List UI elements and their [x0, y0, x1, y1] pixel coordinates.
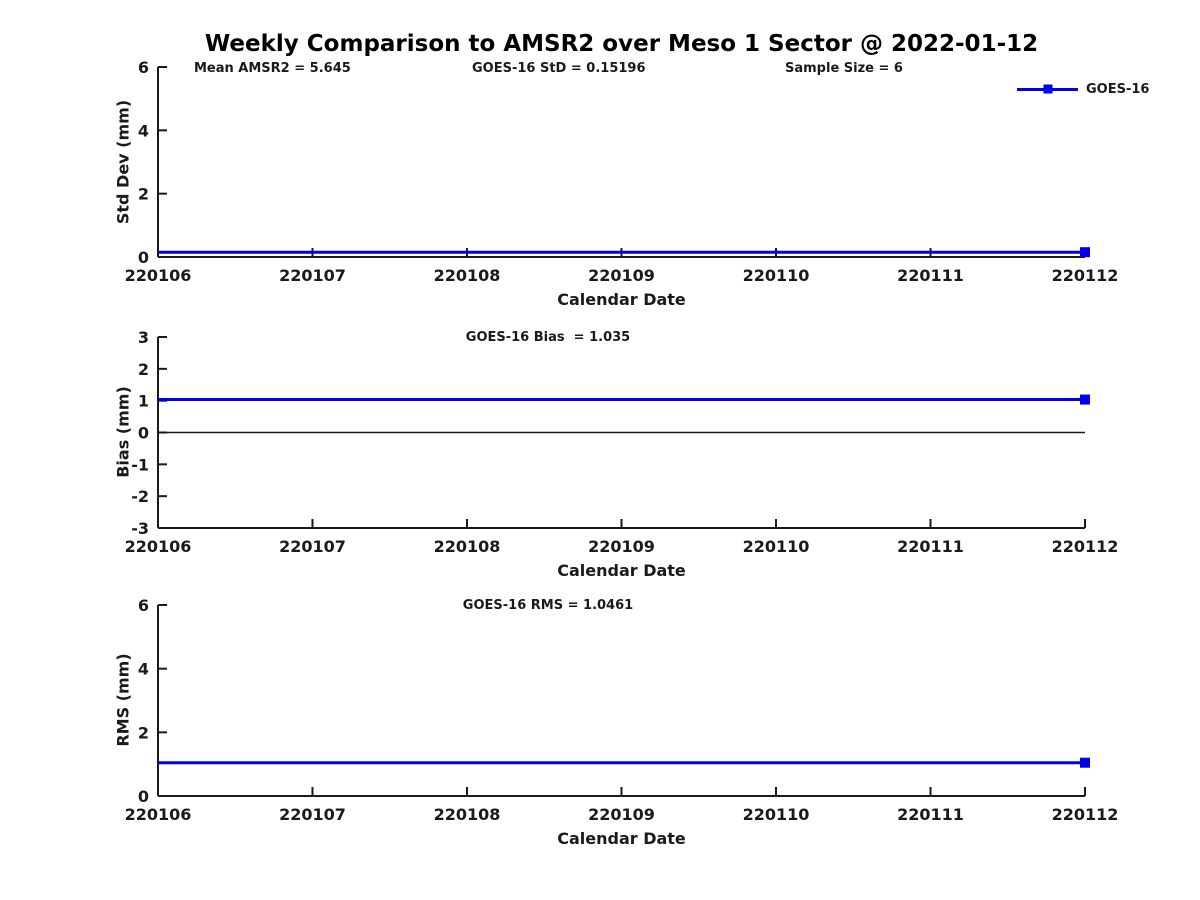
y-tick-label: 3 — [138, 328, 149, 347]
legend-square-marker — [1043, 84, 1052, 94]
y-tick-label: -1 — [131, 455, 149, 474]
data-marker-goes-16 — [1080, 394, 1090, 405]
x-tick-label: 220111 — [897, 266, 964, 285]
x-tick-label: 220111 — [897, 805, 964, 824]
annotation-mean-amsr2: Mean AMSR2 = 5.645 — [194, 61, 351, 76]
x-tick-label: 220109 — [588, 537, 655, 556]
y-tick-label: 1 — [138, 392, 149, 411]
xlabel: Calendar Date — [557, 829, 686, 848]
ylabel-std-dev: Std Dev (mm) — [113, 99, 133, 225]
x-tick-label: 220106 — [125, 537, 192, 556]
xlabel: Calendar Date — [557, 290, 686, 309]
y-tick-label: 0 — [138, 787, 149, 806]
x-tick-label: 220107 — [279, 537, 346, 556]
x-tick-label: 220107 — [279, 266, 346, 285]
figure-title: Weekly Comparison to AMSR2 over Meso 1 S… — [204, 31, 1039, 57]
data-marker-goes-16 — [1080, 757, 1090, 768]
y-tick-label: 2 — [138, 723, 149, 742]
x-tick-label: 220109 — [588, 266, 655, 285]
x-tick-label: 220110 — [743, 805, 810, 824]
legend: GOES-16 — [1017, 80, 1149, 98]
bias-subplot-title: GOES-16 Bias = 1.035 — [465, 330, 631, 345]
ylabel-rms: RMS (mm) — [113, 653, 133, 747]
x-tick-label: 220108 — [434, 537, 501, 556]
annotation-goes16-std: GOES-16 StD = 0.15196 — [472, 61, 646, 76]
data-marker-goes-16 — [1080, 247, 1090, 258]
y-tick-label: 6 — [138, 596, 149, 615]
y-tick-label: 0 — [138, 424, 149, 443]
y-tick-label: -3 — [131, 519, 149, 538]
y-tick-label: 4 — [138, 660, 149, 679]
x-tick-label: 220110 — [743, 537, 810, 556]
x-tick-label: 220106 — [125, 805, 192, 824]
legend-line-sample — [1017, 84, 1078, 94]
x-tick-label: 220110 — [743, 266, 810, 285]
y-tick-label: 6 — [138, 58, 149, 77]
legend-label: GOES-16 — [1086, 81, 1150, 97]
x-tick-label: 220108 — [434, 266, 501, 285]
annotation-sample-size: Sample Size = 6 — [785, 61, 903, 76]
x-tick-label: 220106 — [125, 266, 192, 285]
y-tick-label: 2 — [138, 360, 149, 379]
x-tick-label: 220111 — [897, 537, 964, 556]
y-tick-label: 4 — [138, 121, 149, 140]
x-tick-label: 220108 — [434, 805, 501, 824]
x-tick-label: 220112 — [1052, 266, 1119, 285]
x-tick-label: 220107 — [279, 805, 346, 824]
y-tick-label: 0 — [138, 248, 149, 267]
y-tick-label: 2 — [138, 185, 149, 204]
rms-subplot-title: GOES-16 RMS = 1.0461 — [462, 598, 634, 613]
ylabel-bias: Bias (mm) — [113, 386, 133, 478]
xlabel: Calendar Date — [557, 561, 686, 580]
x-tick-label: 220112 — [1052, 805, 1119, 824]
x-tick-label: 220109 — [588, 805, 655, 824]
x-tick-label: 220112 — [1052, 537, 1119, 556]
y-tick-label: -2 — [131, 487, 149, 506]
